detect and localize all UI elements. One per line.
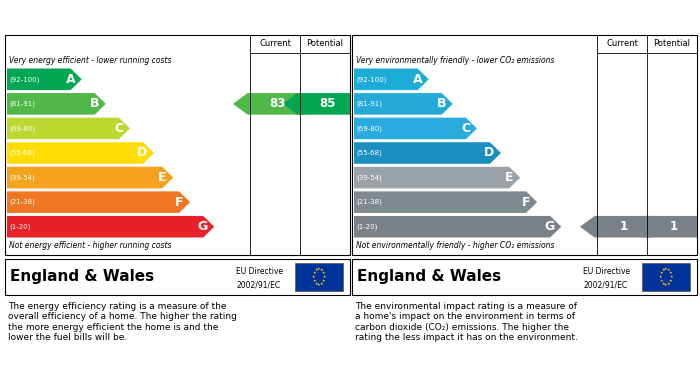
Text: ★: ★: [322, 271, 326, 275]
Polygon shape: [354, 216, 561, 237]
Text: EU Directive: EU Directive: [236, 267, 284, 276]
Polygon shape: [283, 93, 354, 115]
Text: ★: ★: [317, 283, 321, 287]
Text: 83: 83: [269, 97, 286, 110]
Polygon shape: [354, 191, 537, 213]
Text: F: F: [175, 196, 183, 209]
Text: (39-54): (39-54): [356, 174, 382, 181]
Polygon shape: [354, 142, 501, 164]
Text: ★: ★: [323, 275, 326, 279]
Text: (69-80): (69-80): [356, 125, 382, 132]
Text: ★: ★: [320, 282, 323, 286]
Text: Energy Efficiency Rating: Energy Efficiency Rating: [11, 11, 174, 23]
Text: ★: ★: [317, 267, 321, 271]
Text: Current: Current: [259, 39, 291, 48]
Text: ★: ★: [667, 268, 671, 272]
Text: E: E: [505, 171, 514, 184]
Text: F: F: [522, 196, 531, 209]
Text: (1-20): (1-20): [356, 224, 377, 230]
Text: (39-54): (39-54): [9, 174, 35, 181]
Text: ★: ★: [314, 282, 318, 286]
Text: (1-20): (1-20): [9, 224, 30, 230]
Polygon shape: [630, 216, 700, 237]
Text: ★: ★: [314, 268, 318, 272]
Text: B: B: [90, 97, 99, 110]
Text: E: E: [158, 171, 167, 184]
Text: ★: ★: [320, 268, 323, 272]
Polygon shape: [7, 68, 82, 90]
Text: ★: ★: [662, 268, 665, 272]
Polygon shape: [354, 68, 428, 90]
Text: Potential: Potential: [654, 39, 690, 48]
Bar: [642, 263, 690, 291]
Polygon shape: [233, 93, 304, 115]
Text: ★: ★: [659, 271, 663, 275]
Text: England & Wales: England & Wales: [357, 269, 501, 285]
Text: A: A: [66, 73, 76, 86]
Polygon shape: [354, 167, 520, 188]
Text: 1: 1: [620, 220, 628, 233]
Text: (21-38): (21-38): [9, 199, 35, 205]
Text: (81-91): (81-91): [9, 100, 35, 107]
Text: ★: ★: [312, 275, 315, 279]
Text: A: A: [413, 73, 422, 86]
Polygon shape: [354, 93, 453, 115]
Text: D: D: [137, 147, 148, 160]
Text: (92-100): (92-100): [9, 76, 39, 83]
Bar: [295, 263, 343, 291]
Polygon shape: [7, 167, 174, 188]
Text: Potential: Potential: [307, 39, 344, 48]
Text: ★: ★: [312, 271, 316, 275]
Text: C: C: [461, 122, 470, 135]
Text: ★: ★: [322, 279, 326, 283]
Text: ★: ★: [664, 267, 668, 271]
Text: ★: ★: [659, 279, 663, 283]
Text: (21-38): (21-38): [356, 199, 382, 205]
Text: C: C: [114, 122, 123, 135]
Text: Very environmentally friendly - lower CO₂ emissions: Very environmentally friendly - lower CO…: [356, 56, 554, 65]
Text: (69-80): (69-80): [9, 125, 35, 132]
Text: The energy efficiency rating is a measure of the
overall efficiency of a home. T: The energy efficiency rating is a measur…: [8, 302, 237, 342]
Text: Current: Current: [606, 39, 638, 48]
Text: ★: ★: [662, 282, 665, 286]
Text: Very energy efficient - lower running costs: Very energy efficient - lower running co…: [9, 56, 171, 65]
Text: ★: ★: [669, 271, 673, 275]
Text: ★: ★: [664, 283, 668, 287]
Text: 1: 1: [670, 220, 678, 233]
Polygon shape: [354, 118, 477, 139]
Text: 85: 85: [318, 97, 335, 110]
Text: ★: ★: [667, 282, 671, 286]
Text: ★: ★: [659, 275, 662, 279]
Text: England & Wales: England & Wales: [10, 269, 154, 285]
Text: (55-68): (55-68): [9, 150, 35, 156]
Text: Not environmentally friendly - higher CO₂ emissions: Not environmentally friendly - higher CO…: [356, 241, 554, 250]
Text: B: B: [437, 97, 447, 110]
Text: ★: ★: [312, 279, 316, 283]
Polygon shape: [7, 216, 214, 237]
Text: (81-91): (81-91): [356, 100, 382, 107]
Text: The environmental impact rating is a measure of
a home's impact on the environme: The environmental impact rating is a mea…: [355, 302, 578, 342]
Text: ★: ★: [670, 275, 673, 279]
Text: (92-100): (92-100): [356, 76, 386, 83]
Text: Not energy efficient - higher running costs: Not energy efficient - higher running co…: [9, 241, 171, 250]
Polygon shape: [7, 191, 190, 213]
Text: 2002/91/EC: 2002/91/EC: [583, 280, 627, 289]
Text: G: G: [197, 220, 208, 233]
Text: ★: ★: [669, 279, 673, 283]
Polygon shape: [580, 216, 652, 237]
Polygon shape: [7, 93, 106, 115]
Polygon shape: [7, 118, 130, 139]
Text: 2002/91/EC: 2002/91/EC: [236, 280, 280, 289]
Text: G: G: [545, 220, 555, 233]
Polygon shape: [7, 142, 154, 164]
Text: Environmental Impact (CO₂) Rating: Environmental Impact (CO₂) Rating: [358, 11, 590, 23]
Text: EU Directive: EU Directive: [583, 267, 630, 276]
Text: (55-68): (55-68): [356, 150, 382, 156]
Text: D: D: [484, 147, 495, 160]
